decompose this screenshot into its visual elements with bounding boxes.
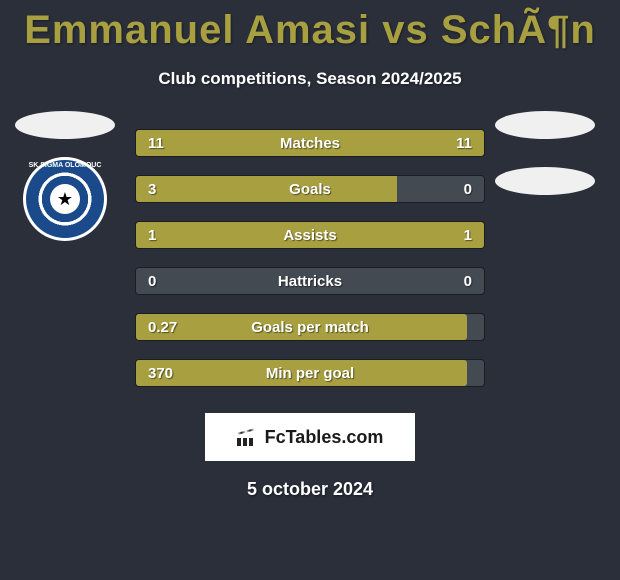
stat-row-hattricks: 0 Hattricks 0 [135,267,485,295]
stat-label: Goals per match [136,319,484,336]
left-player-avatar [15,111,115,139]
stat-label: Min per goal [136,365,484,382]
stat-label: Matches [136,135,484,152]
right-club-logo [495,167,595,195]
stat-row-goals-per-match: 0.27 Goals per match [135,313,485,341]
stat-value-right: 0 [464,181,472,198]
stat-label: Hattricks [136,273,484,290]
stat-label: Goals [136,181,484,198]
stat-row-matches: 11 Matches 11 [135,129,485,157]
stat-value-right: 11 [456,135,472,152]
stat-row-assists: 1 Assists 1 [135,221,485,249]
stat-row-goals: 3 Goals 0 [135,175,485,203]
left-club-logo: SK SIGMA OLOMOUC [23,157,107,241]
stats-list: 11 Matches 11 3 Goals 0 1 Assists 1 0 Ha… [135,129,485,387]
left-club-name: SK SIGMA OLOMOUC [26,162,104,169]
stat-value-right: 0 [464,273,472,290]
chart-icon [237,428,259,446]
footer-brand[interactable]: FcTables.com [205,413,415,461]
left-player-column: SK SIGMA OLOMOUC [10,111,120,241]
footer-brand-text: FcTables.com [265,427,384,448]
stat-value-right: 1 [464,227,472,244]
comparison-panel: SK SIGMA OLOMOUC 11 Matches 11 3 Goals 0… [0,129,620,387]
page-title: Emmanuel Amasi vs SchÃ¶n [0,0,620,53]
stat-row-min-per-goal: 370 Min per goal [135,359,485,387]
stat-label: Assists [136,227,484,244]
right-player-avatar [495,111,595,139]
date-text: 5 october 2024 [0,479,620,500]
right-player-column [490,111,600,195]
subtitle: Club competitions, Season 2024/2025 [0,69,620,89]
